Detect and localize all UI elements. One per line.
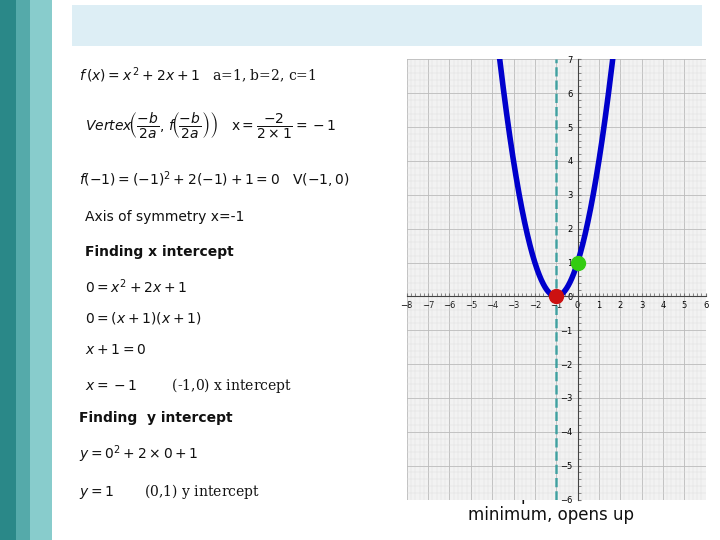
- Text: $\mathit{Vertex}\!\left(\dfrac{-b}{2a},\,f\!\left(\dfrac{-b}{2a}\right)\right)$ : $\mathit{Vertex}\!\left(\dfrac{-b}{2a},\…: [85, 110, 336, 140]
- Text: $y{=}0^{2}+2\times0+1$: $y{=}0^{2}+2\times0+1$: [78, 444, 198, 465]
- Text: $x=-1$        (-1,0) x intercept: $x=-1$ (-1,0) x intercept: [85, 376, 292, 395]
- Text: $0=(x+1)(x+1)$: $0=(x+1)(x+1)$: [85, 310, 202, 326]
- Text: a>0 so parabola has a
minimum, opens up: a>0 so parabola has a minimum, opens up: [457, 485, 644, 524]
- Text: $f(-1)=(-1)^{2}+2(-1)+1=0$   $\mathrm{V(-1,0)}$: $f(-1)=(-1)^{2}+2(-1)+1=0$ $\mathrm{V(-1…: [78, 169, 349, 190]
- Text: Axis of symmetry x=-1: Axis of symmetry x=-1: [85, 210, 245, 224]
- Point: [572, 258, 583, 267]
- Text: Finding  y intercept: Finding y intercept: [78, 411, 232, 426]
- Text: Finding x intercept: Finding x intercept: [85, 245, 234, 259]
- Text: $f\,(x) = x^{\,2} + 2x + 1$   a=1, b=2, c=1: $f\,(x) = x^{\,2} + 2x + 1$ a=1, b=2, c=…: [78, 66, 316, 86]
- Text: $x+1=0$: $x+1=0$: [85, 343, 146, 357]
- Point: [550, 292, 562, 301]
- Text: $y=1$       (0,1) y intercept: $y=1$ (0,1) y intercept: [78, 482, 259, 501]
- Text: Using the form f(x)=ax²+bx+c: Using the form f(x)=ax²+bx+c: [193, 14, 556, 37]
- Text: $0{=}x^{2}+2x+1$: $0{=}x^{2}+2x+1$: [85, 277, 187, 296]
